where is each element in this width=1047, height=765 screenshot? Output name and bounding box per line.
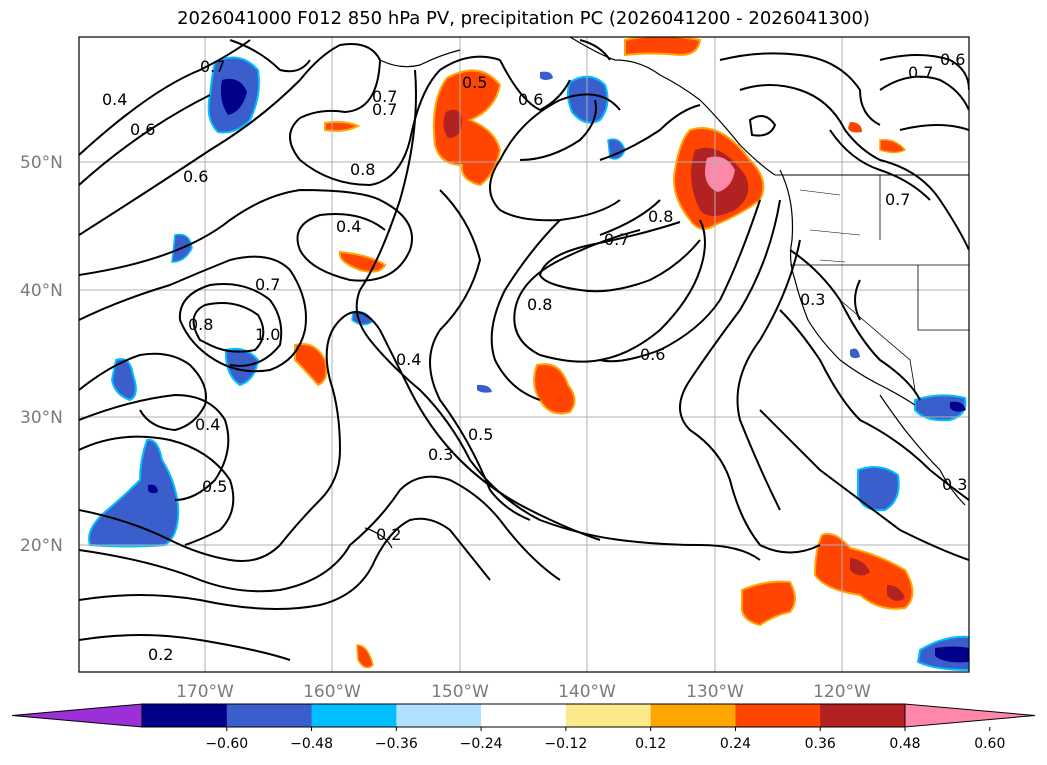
contour-label: 0.6 bbox=[518, 90, 543, 109]
contour-label: 1.0 bbox=[255, 325, 280, 344]
colorbar-tick-label: −0.24 bbox=[460, 736, 503, 752]
contour-label: 0.7 bbox=[372, 87, 397, 106]
colorbar-tick-label: 0.12 bbox=[635, 736, 666, 752]
colorbar-tick-label: 0.60 bbox=[974, 736, 1005, 752]
contour-label: 0.6 bbox=[183, 167, 208, 186]
colorbar-segment bbox=[565, 704, 652, 727]
map-content: 0.7 0.4 0.6 0.6 0.7 0.8 0.4 0.7 1.0 0.8 … bbox=[79, 37, 969, 672]
coastlines bbox=[364, 37, 969, 549]
colorbar-tick-label: −0.36 bbox=[375, 736, 418, 752]
colorbar-tick-label: −0.48 bbox=[290, 736, 333, 752]
colorbar-segment bbox=[650, 704, 736, 727]
colorbar-segment bbox=[481, 704, 567, 727]
lon-label: 130°W bbox=[686, 682, 744, 702]
contour-label: 0.4 bbox=[336, 217, 361, 236]
contour-label: 0.8 bbox=[188, 315, 213, 334]
contour-label: 0.7 bbox=[200, 57, 225, 76]
colorbar-tick-label: 0.36 bbox=[805, 736, 836, 752]
colorbar: −0.60 −0.48 −0.36 −0.24 −0.12 0.12 0.24 0.36 0.4… bbox=[11, 703, 1036, 752]
colorbar-tick-label: 0.48 bbox=[889, 736, 920, 752]
colorbar-tick-label: −0.12 bbox=[544, 736, 587, 752]
contour-label: 0.7 bbox=[604, 230, 629, 249]
colorbar-segment bbox=[226, 704, 313, 727]
contour-label: 0.6 bbox=[130, 120, 155, 139]
contour-label: 0.3 bbox=[428, 445, 453, 464]
lon-label: 170°W bbox=[176, 682, 234, 702]
contour-label: 0.8 bbox=[648, 207, 673, 226]
colorbar-segment bbox=[142, 704, 228, 727]
lat-label: 50°N bbox=[20, 153, 63, 173]
lon-label: 120°W bbox=[813, 682, 871, 702]
lon-label: 150°W bbox=[431, 682, 489, 702]
colorbar-extend-min bbox=[11, 703, 143, 728]
map-frame bbox=[78, 36, 970, 673]
colorbar-outline bbox=[141, 703, 906, 728]
lat-label: 20°N bbox=[20, 536, 63, 556]
contour-labels: 0.7 0.4 0.6 0.6 0.7 0.8 0.4 0.7 1.0 0.8 … bbox=[102, 50, 967, 664]
contour-label: 0.7 bbox=[885, 190, 910, 209]
contour-label: 0.5 bbox=[462, 73, 487, 92]
colorbar-segment bbox=[311, 704, 397, 727]
contour-label: 0.2 bbox=[148, 645, 173, 664]
lat-label: 30°N bbox=[20, 408, 63, 428]
pv-contours bbox=[79, 39, 969, 661]
contour-label: 0.8 bbox=[350, 160, 375, 179]
contour-label: 0.4 bbox=[102, 90, 127, 109]
contour-label: 0.4 bbox=[396, 350, 421, 369]
colorbar-tick-label: 0.24 bbox=[720, 736, 751, 752]
contour-label: 0.5 bbox=[468, 425, 493, 444]
contour-label: 0.2 bbox=[376, 525, 401, 544]
contour-label: 0.6 bbox=[940, 50, 965, 69]
contour-label: 0.8 bbox=[527, 295, 552, 314]
colorbar-tick-label: −0.60 bbox=[205, 736, 248, 752]
contour-label: 0.7 bbox=[908, 63, 933, 82]
contour-label: 0.7 bbox=[255, 275, 280, 294]
lat-label: 40°N bbox=[20, 281, 63, 301]
colorbar-segment bbox=[820, 704, 906, 727]
precip-shading bbox=[88, 37, 969, 672]
colorbar-segment bbox=[735, 704, 821, 727]
contour-label: 0.3 bbox=[800, 290, 825, 309]
contour-label: 0.4 bbox=[195, 415, 220, 434]
colorbar-extend-max bbox=[904, 703, 1036, 728]
lon-label: 140°W bbox=[558, 682, 616, 702]
lon-label: 160°W bbox=[303, 682, 361, 702]
contour-label: 0.7 bbox=[372, 100, 397, 119]
gridlines bbox=[79, 37, 969, 672]
chart-title: 2026041000 F012 850 hPa PV, precipitatio… bbox=[177, 8, 870, 29]
colorbar-segment bbox=[396, 704, 482, 727]
latitude-labels: 50°N 40°N 30°N 20°N bbox=[20, 153, 63, 556]
longitude-labels: 170°W 160°W 150°W 140°W 130°W 120°W bbox=[176, 682, 871, 702]
contour-label: 0.3 bbox=[942, 475, 967, 494]
contour-label: 0.6 bbox=[640, 345, 665, 364]
contour-label: 0.5 bbox=[202, 477, 227, 496]
